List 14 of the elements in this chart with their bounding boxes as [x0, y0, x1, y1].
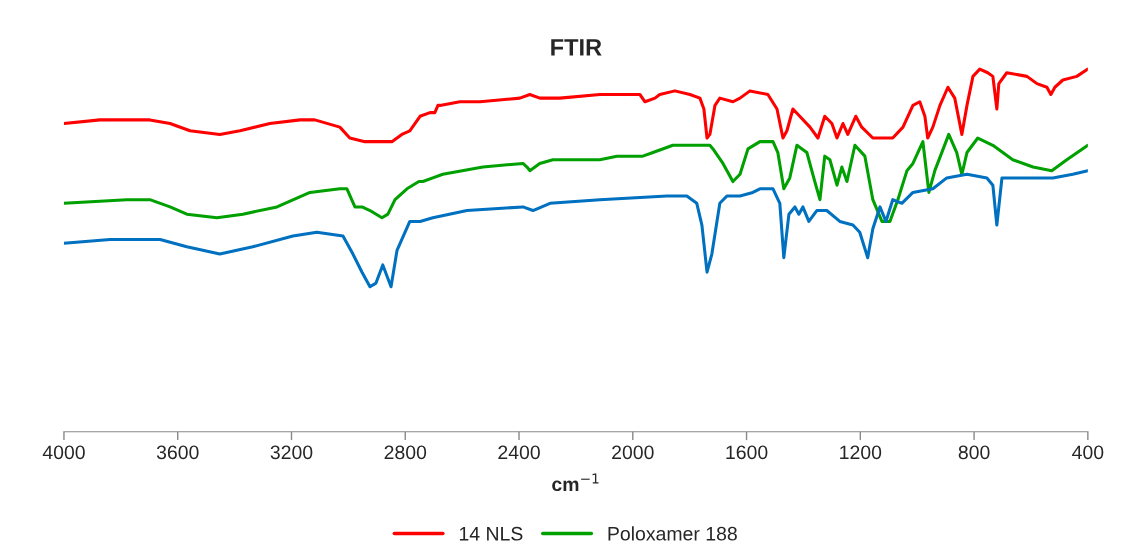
x-tick-label: 400: [1072, 445, 1104, 460]
x-tick-label: 2400: [498, 445, 540, 460]
chart-title: FTIR: [551, 39, 602, 56]
x-tick-label: 800: [958, 445, 990, 460]
x-tick-label: 1600: [726, 445, 768, 460]
x-tick-label: 2000: [612, 445, 654, 460]
x-axis-title: cm$^{−1}$: [552, 473, 599, 492]
legend-label: Poloxamer 188: [608, 526, 737, 541]
x-tick-label: 4000: [42, 445, 85, 460]
x-tick-label: 3600: [156, 445, 199, 460]
legend-label: 14 NLS: [459, 526, 523, 541]
x-tick-label: 3200: [270, 445, 313, 460]
x-tick-label: 1200: [840, 445, 882, 460]
x-tick-label: 2800: [384, 445, 427, 460]
